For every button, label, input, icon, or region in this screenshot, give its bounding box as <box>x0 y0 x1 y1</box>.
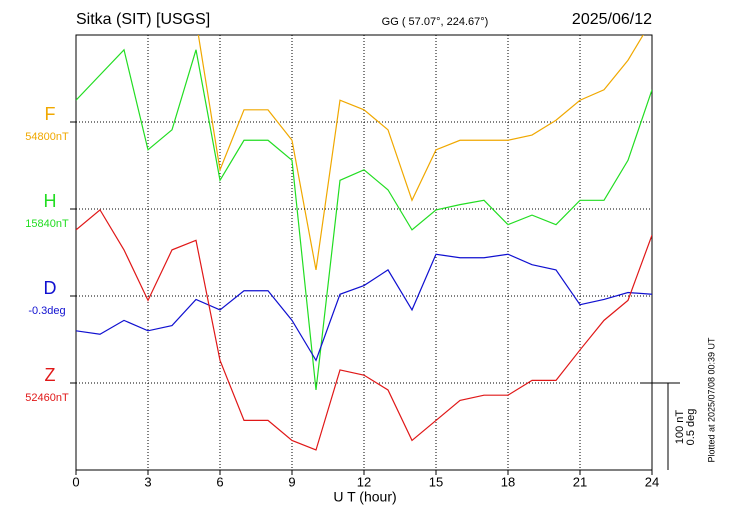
x-tick-label: 18 <box>501 474 515 489</box>
x-tick-label: 12 <box>357 474 371 489</box>
x-tick-label: 15 <box>429 474 443 489</box>
series-line <box>76 208 652 451</box>
chart-subtitle: GG ( 57.07°, 224.67°) <box>382 16 489 28</box>
series-name: F <box>45 104 56 124</box>
scale-label: 100 nT <box>674 410 686 445</box>
chart-title: Sitka (SIT) [USGS] <box>76 11 210 28</box>
baseline-label: 52460nT <box>25 392 69 404</box>
footnote: Plotted at 2025/07/08 00:39 UT <box>706 337 716 463</box>
x-tick-label: 9 <box>288 474 295 489</box>
series-name: Z <box>45 365 56 385</box>
scale-label: 0.5 deg <box>685 409 697 446</box>
x-tick-label: 6 <box>216 474 223 489</box>
series-line <box>197 35 644 271</box>
series-line <box>76 48 652 391</box>
series-name: H <box>44 191 57 211</box>
x-tick-label: 3 <box>144 474 151 489</box>
series-name: D <box>44 278 57 298</box>
x-tick-label: 24 <box>645 474 659 489</box>
x-tick-label: 21 <box>573 474 587 489</box>
chart-date: 2025/06/12 <box>572 11 652 28</box>
x-axis-label: U T (hour) <box>333 489 396 505</box>
baseline-label: -0.3deg <box>28 305 65 317</box>
x-tick-label: 0 <box>72 474 79 489</box>
series-line <box>76 253 652 362</box>
baseline-label: 54800nT <box>25 131 69 143</box>
baseline-label: 15840nT <box>25 218 69 230</box>
